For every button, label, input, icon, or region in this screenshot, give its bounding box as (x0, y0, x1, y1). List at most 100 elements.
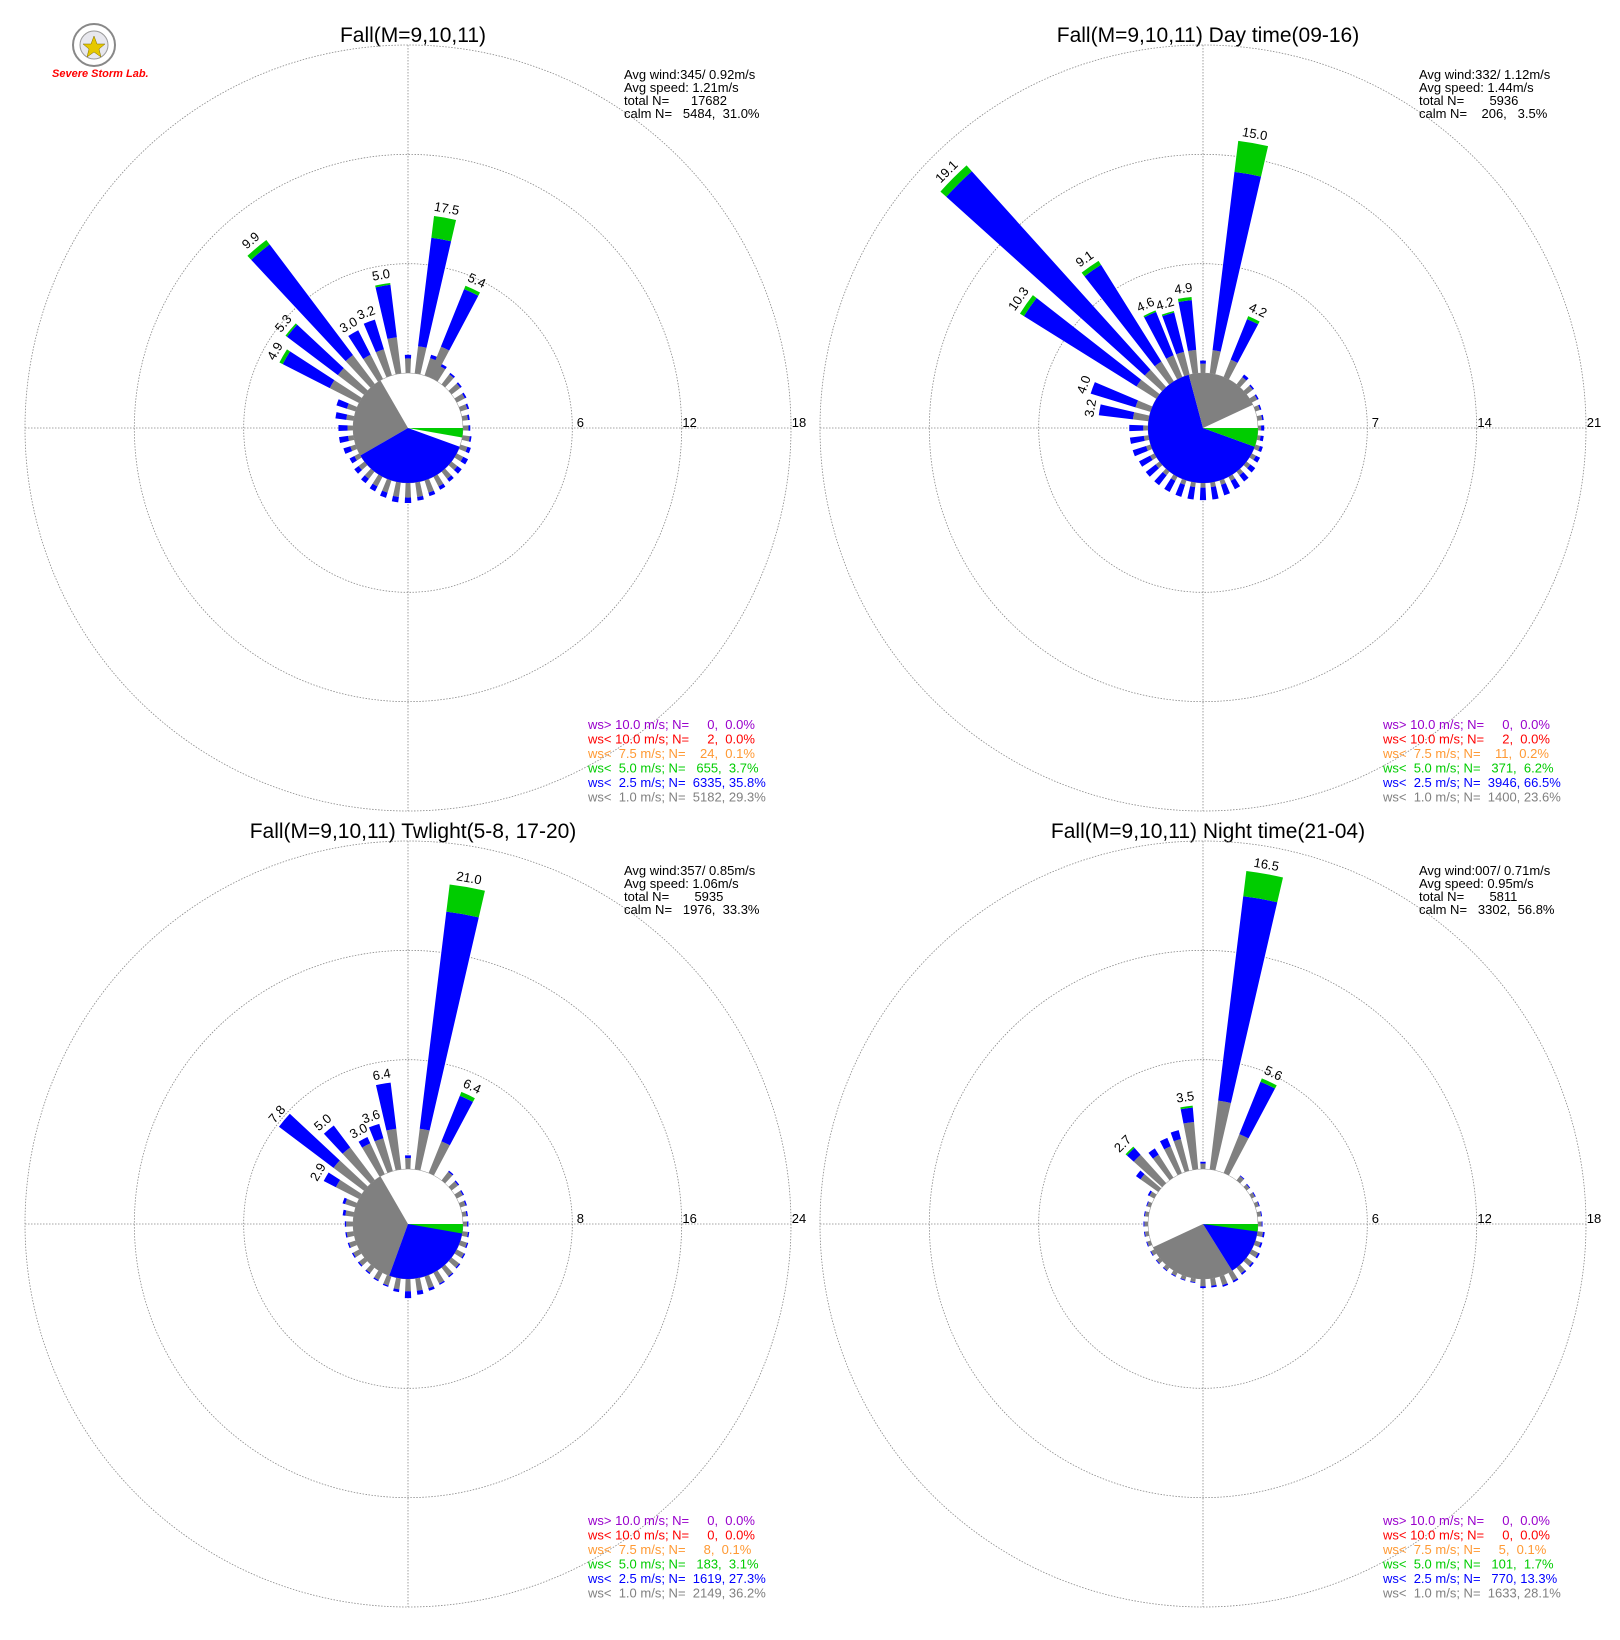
bar-segment-gray (1164, 1146, 1182, 1176)
calm-slice (352, 380, 408, 456)
bar-segment-green (1081, 260, 1102, 277)
calm-pie (352, 1168, 464, 1280)
bar-total-label: 17.5 (433, 199, 461, 218)
bar-segment-gray (1253, 405, 1260, 412)
bar-total-label: 4.0 (1074, 374, 1094, 396)
bar-segment-gray (1132, 412, 1150, 422)
bar-segment-gray (387, 337, 402, 375)
speed-legend: ws> 10.0 m/s; N= 0, 0.0%ws< 10.0 m/s; N=… (1382, 1513, 1561, 1601)
legend-entry: ws< 1.0 m/s; N= 2149, 36.2% (587, 1586, 766, 1601)
bar-segment-gray (372, 474, 383, 487)
bar-segment-gray (458, 1200, 466, 1208)
bar-segment-gray (454, 393, 465, 403)
bar-segment-blue (1210, 486, 1219, 500)
bar-total-label: 16.5 (1253, 855, 1281, 874)
ring-label: 24 (792, 1211, 806, 1226)
bar-segment-blue (1261, 1221, 1263, 1227)
bar-total-label: 4.2 (1247, 299, 1270, 320)
bar-segment-gray (1249, 1192, 1256, 1199)
bar-segment-gray (454, 1249, 465, 1258)
bar-segment-blue (468, 425, 471, 431)
ring-label: 14 (1477, 415, 1491, 430)
bar-segment-gray (1257, 1221, 1262, 1227)
ring-label: 8 (577, 1211, 584, 1226)
stat-line: total N= 17682 (624, 93, 727, 108)
bar-segment-blue (440, 363, 447, 370)
bar-segment-gray (1176, 351, 1190, 377)
bar-segment-blue (1190, 1281, 1196, 1284)
bar-segment-gray (1249, 1249, 1259, 1258)
wind-rose-panel-3: Fall(M=9,10,11) Twlight(5-8, 17-20) 8 16 24… (24, 820, 806, 1608)
bar-segment-blue (1126, 1147, 1141, 1162)
legend-entry: ws< 2.5 m/s; N= 3946, 66.5% (1382, 775, 1561, 790)
bar-segment-green (1260, 1078, 1277, 1089)
bar-segment-blue (1200, 360, 1206, 364)
ring-label: 16 (682, 1211, 696, 1226)
bar-segment-blue (1154, 472, 1167, 486)
bar-segment-blue (1180, 1278, 1186, 1281)
bar-segment-gray (346, 1231, 355, 1238)
bar-segment-blue (1143, 1211, 1146, 1217)
bar-segment-gray (349, 1240, 358, 1248)
bar-segment-blue (1150, 1251, 1154, 1256)
bar-segment-gray (433, 366, 446, 382)
bar-segment-gray (342, 1147, 375, 1184)
bar-segment-blue (338, 424, 348, 432)
legend-entry: ws> 10.0 m/s; N= 0, 0.0% (1382, 717, 1550, 732)
bar-segment-blue (380, 490, 388, 498)
bar-segment-gray (1256, 415, 1263, 421)
bar-segment-blue (286, 324, 344, 376)
bar-segment-gray (458, 404, 468, 412)
polar-grid (24, 44, 792, 812)
bar-segment-blue (1090, 382, 1138, 408)
bar-segment-blue (339, 435, 349, 444)
bar-segment-blue (1171, 1273, 1176, 1277)
bar-segment-blue (1248, 1261, 1254, 1268)
bar-segment-gray (414, 1128, 430, 1171)
bar-segment-blue (467, 1221, 469, 1227)
bar-segment-gray (1253, 444, 1260, 451)
bar-segment-gray (1243, 461, 1251, 469)
bar-segment-gray (424, 478, 434, 493)
stat-line: Avg speed: 0.95m/s (1419, 876, 1534, 891)
bar-segment-blue (1132, 445, 1148, 457)
bar-segment-blue (368, 1123, 384, 1142)
bar-segment-blue (1257, 1201, 1260, 1207)
polar-grid (819, 840, 1587, 1608)
bar-segment-blue (1084, 264, 1162, 367)
direction-bars: 16.55.62.73.5 (1111, 855, 1285, 1289)
bar-segment-blue (1247, 464, 1256, 473)
bar-segment-gray (1133, 1154, 1167, 1188)
bar-segment-blue (323, 1125, 351, 1154)
bar-segment-blue (1261, 414, 1264, 421)
bar-segment-blue (349, 455, 357, 464)
legend-entry: ws< 1.0 m/s; N= 5182, 29.3% (587, 790, 766, 805)
bar-segment-green (1177, 296, 1192, 302)
bar-segment-blue (448, 1272, 454, 1278)
legend-entry: ws< 10.0 m/s; N= 2, 0.0% (587, 732, 755, 747)
bar-segment-blue (1246, 1183, 1251, 1189)
bar-segment-blue (454, 1180, 460, 1186)
bar-segment-blue (465, 446, 471, 454)
bar-segment-blue (369, 483, 378, 492)
bar-segment-gray (405, 1158, 411, 1170)
speed-legend: ws> 10.0 m/s; N= 0, 0.0%ws< 10.0 m/s; N=… (587, 1513, 766, 1601)
bar-segment-gray (358, 461, 368, 471)
bar-segment-gray (1209, 350, 1221, 375)
stat-line: total N= 5811 (1419, 889, 1517, 904)
bar-segment-green (1125, 1146, 1135, 1156)
calm-slice (360, 428, 460, 483)
bar-segment-blue (1259, 435, 1264, 442)
bar-segment-blue (462, 392, 467, 399)
bar-segment-gray (366, 1264, 375, 1274)
calm-pie (352, 372, 464, 484)
calm-slice (1203, 1224, 1258, 1271)
bar-segment-green (247, 240, 270, 260)
calm-slice (1188, 373, 1253, 428)
bar-segment-blue (441, 1095, 473, 1146)
bar-segment-blue (449, 372, 455, 379)
bar-segment-blue (453, 465, 462, 474)
stat-line: calm N= 5484, 31.0% (624, 106, 760, 121)
bar-segment-blue (439, 1280, 445, 1285)
